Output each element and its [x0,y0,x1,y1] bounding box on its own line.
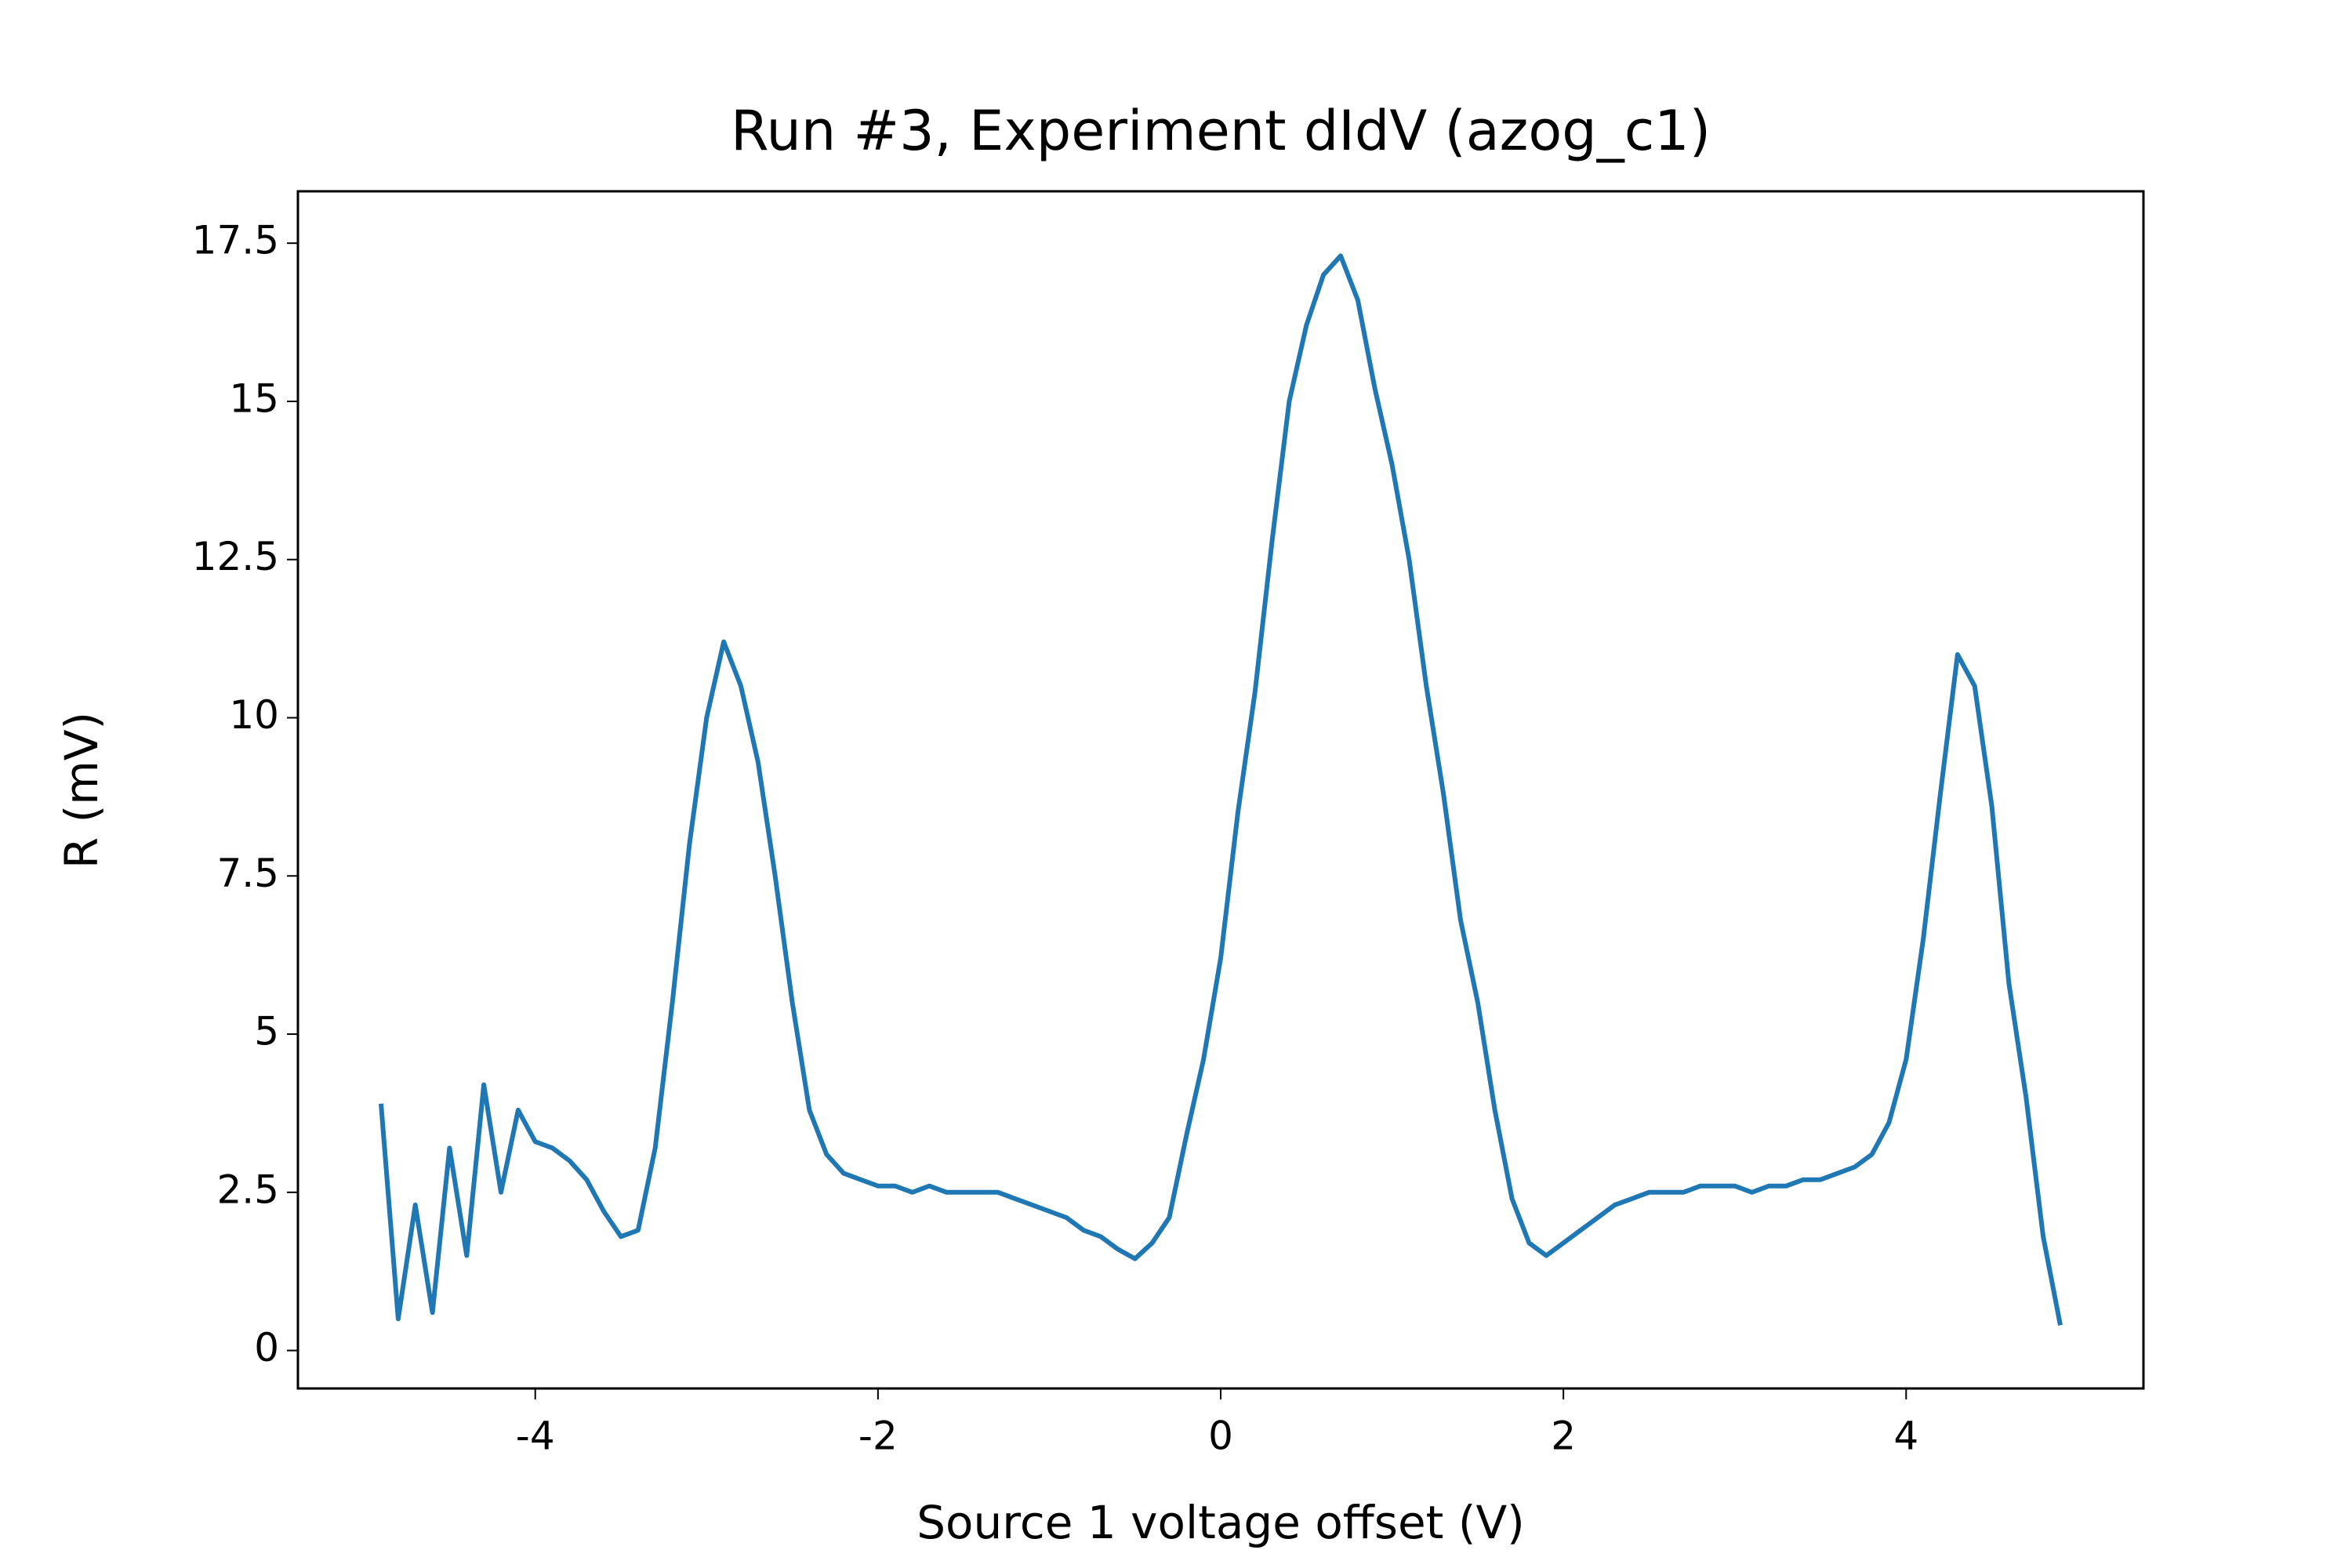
x-axis-label: Source 1 voltage offset (V) [916,1496,1525,1549]
data-line [379,253,2063,1326]
y-tick-label: 17.5 [192,218,279,263]
y-tick-label: 5 [254,1009,279,1054]
x-tick-label: 2 [1551,1414,1576,1459]
x-tick-label: -2 [858,1414,898,1459]
y-axis-label: R (mV) [55,712,108,869]
y-tick-label: 15 [229,376,279,421]
x-tick-label: -4 [516,1414,555,1459]
chart-title: Run #3, Experiment dIdV (azog_c1) [731,99,1711,163]
plot-frame [296,190,2145,1390]
y-tick-label: 7.5 [216,851,279,896]
x-tick-label: 0 [1208,1414,1233,1459]
y-tick-label: 10 [229,692,279,738]
x-tick-label: 4 [1893,1414,1918,1459]
y-tick-label: 12.5 [192,534,279,579]
y-tick-label: 0 [254,1325,279,1370]
y-tick-label: 2.5 [216,1167,279,1212]
